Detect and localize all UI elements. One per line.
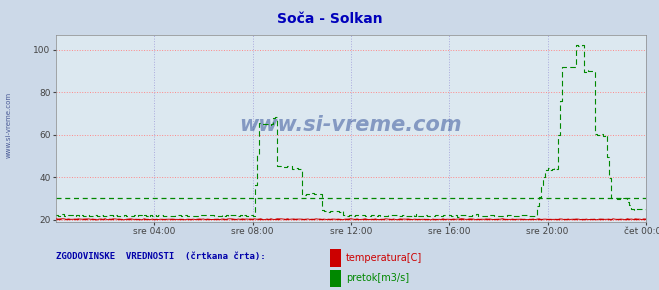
Text: www.si-vreme.com: www.si-vreme.com [5,92,11,158]
Text: pretok[m3/s]: pretok[m3/s] [346,273,409,283]
Text: Soča - Solkan: Soča - Solkan [277,12,382,26]
Text: ZGODOVINSKE  VREDNOSTI  (črtkana črta):: ZGODOVINSKE VREDNOSTI (črtkana črta): [56,252,266,261]
Text: temperatura[C]: temperatura[C] [346,253,422,263]
Text: www.si-vreme.com: www.si-vreme.com [240,115,462,135]
